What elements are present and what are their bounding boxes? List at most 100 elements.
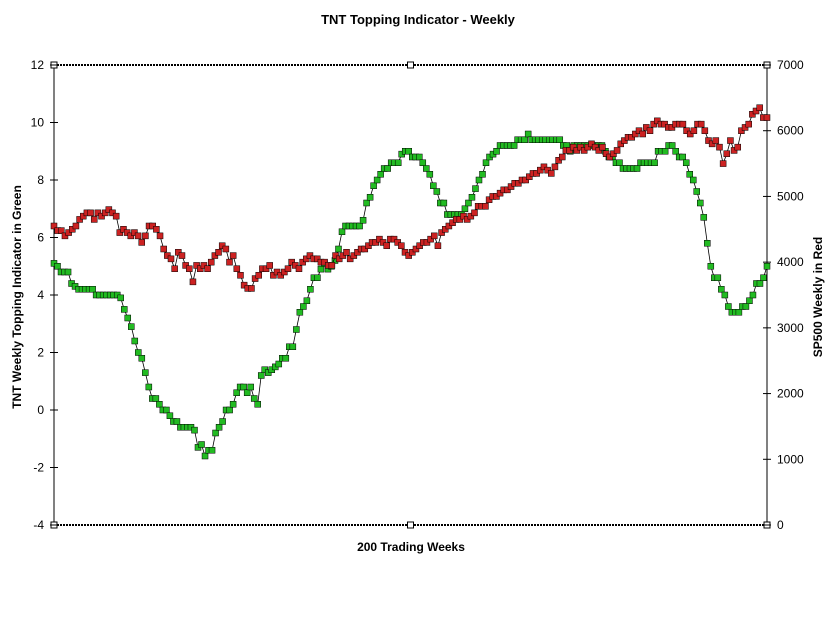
indicator-point (240, 383, 247, 391)
sp500-point (617, 140, 624, 148)
left-tick-label: 10 (31, 116, 45, 130)
indicator-point (247, 383, 254, 391)
sp500-point (175, 249, 182, 256)
sp500-point (171, 265, 178, 272)
indicator-point (135, 349, 142, 356)
indicator-point (700, 214, 708, 221)
sp500-point (215, 249, 222, 256)
sp500-point (251, 275, 259, 282)
sp500-point (599, 143, 606, 151)
indicator-point (117, 294, 124, 302)
sp500-point (164, 252, 171, 259)
sp500-point (383, 242, 390, 249)
sp500-point (354, 249, 361, 256)
sp500-point (639, 130, 646, 138)
indicator-point (616, 159, 623, 166)
sp500-point (427, 235, 434, 243)
left-tick-label: 6 (37, 231, 44, 245)
sp500-point (193, 262, 200, 269)
indicator-point (314, 274, 321, 281)
sp500-point (409, 249, 416, 256)
indicator-point (479, 171, 486, 178)
series-line-sp500 (53, 107, 767, 289)
indicator-point (416, 153, 423, 161)
sp500-point (716, 143, 723, 151)
sp500-point (540, 163, 548, 171)
indicator-point (633, 165, 641, 172)
series-layer (50, 104, 771, 460)
indicator-point (128, 323, 135, 330)
sp500-point (727, 137, 734, 144)
sp500-point (434, 242, 442, 249)
indicator-point (468, 194, 476, 201)
sp500-point (127, 232, 135, 240)
sp500-point (686, 130, 694, 138)
sp500-point (741, 124, 749, 131)
plot-handle (407, 521, 414, 529)
sp500-point (321, 258, 328, 266)
sp500-point (398, 242, 405, 249)
indicator-point (521, 136, 528, 143)
sp500-point (507, 183, 515, 190)
indicator-point (54, 263, 61, 270)
plot-area (50, 61, 771, 529)
indicator-point (142, 369, 149, 376)
indicator-point (300, 303, 307, 310)
sp500-point (438, 229, 445, 236)
sp500-point (277, 272, 284, 279)
sp500-point (405, 252, 412, 259)
indicator-point (131, 337, 139, 345)
indicator-point (233, 389, 240, 396)
sp500-point (431, 232, 438, 240)
sp500-point (763, 114, 771, 121)
sp500-point (134, 232, 142, 240)
sp500-point (332, 252, 339, 259)
chart-title: TNT Topping Indicator - Weekly (321, 12, 516, 27)
indicator-point (229, 401, 237, 408)
sp500-point (138, 239, 146, 246)
indicator-point (173, 418, 181, 425)
sp500-point (493, 193, 500, 200)
sp500-point (284, 265, 292, 272)
sp500-point (237, 272, 244, 279)
sp500-point (712, 137, 720, 144)
sp500-point (372, 239, 380, 246)
sp500-point (730, 147, 738, 154)
sp500-point (167, 255, 175, 263)
indicator-point (524, 130, 532, 138)
sp500-point (160, 245, 167, 253)
sp500-point (526, 173, 533, 180)
indicator-point (556, 136, 564, 143)
sp500-point (412, 245, 420, 253)
sp500-point (262, 265, 270, 272)
indicator-point (243, 389, 251, 396)
indicator-point (707, 263, 715, 270)
sp500-point (756, 104, 763, 111)
indicator-point (145, 383, 153, 391)
left-tick-label: 2 (37, 346, 44, 360)
indicator-point (461, 205, 469, 212)
sp500-point (69, 226, 76, 233)
indicator-point (215, 424, 223, 431)
sp500-point (76, 216, 83, 223)
indicator-point (423, 165, 430, 172)
indicator-point (735, 309, 743, 316)
indicator-point (651, 159, 658, 166)
sp500-point (752, 107, 760, 115)
sp500-point (281, 268, 288, 276)
indicator-point (725, 303, 732, 310)
sp500-point (270, 272, 277, 279)
indicator-point (721, 291, 729, 299)
indicator-point (208, 447, 216, 454)
indicator-point (430, 182, 437, 189)
indicator-point (219, 418, 226, 425)
indicator-point (152, 395, 160, 402)
right-tick-label: 7000 (777, 58, 804, 72)
indicator-point (338, 228, 346, 235)
indicator-point (296, 309, 304, 316)
indicator-point (356, 222, 363, 230)
sp500-point (87, 209, 94, 217)
right-axis-title: SP500 Weekly in Red (811, 237, 825, 358)
sp500-point (350, 252, 358, 259)
